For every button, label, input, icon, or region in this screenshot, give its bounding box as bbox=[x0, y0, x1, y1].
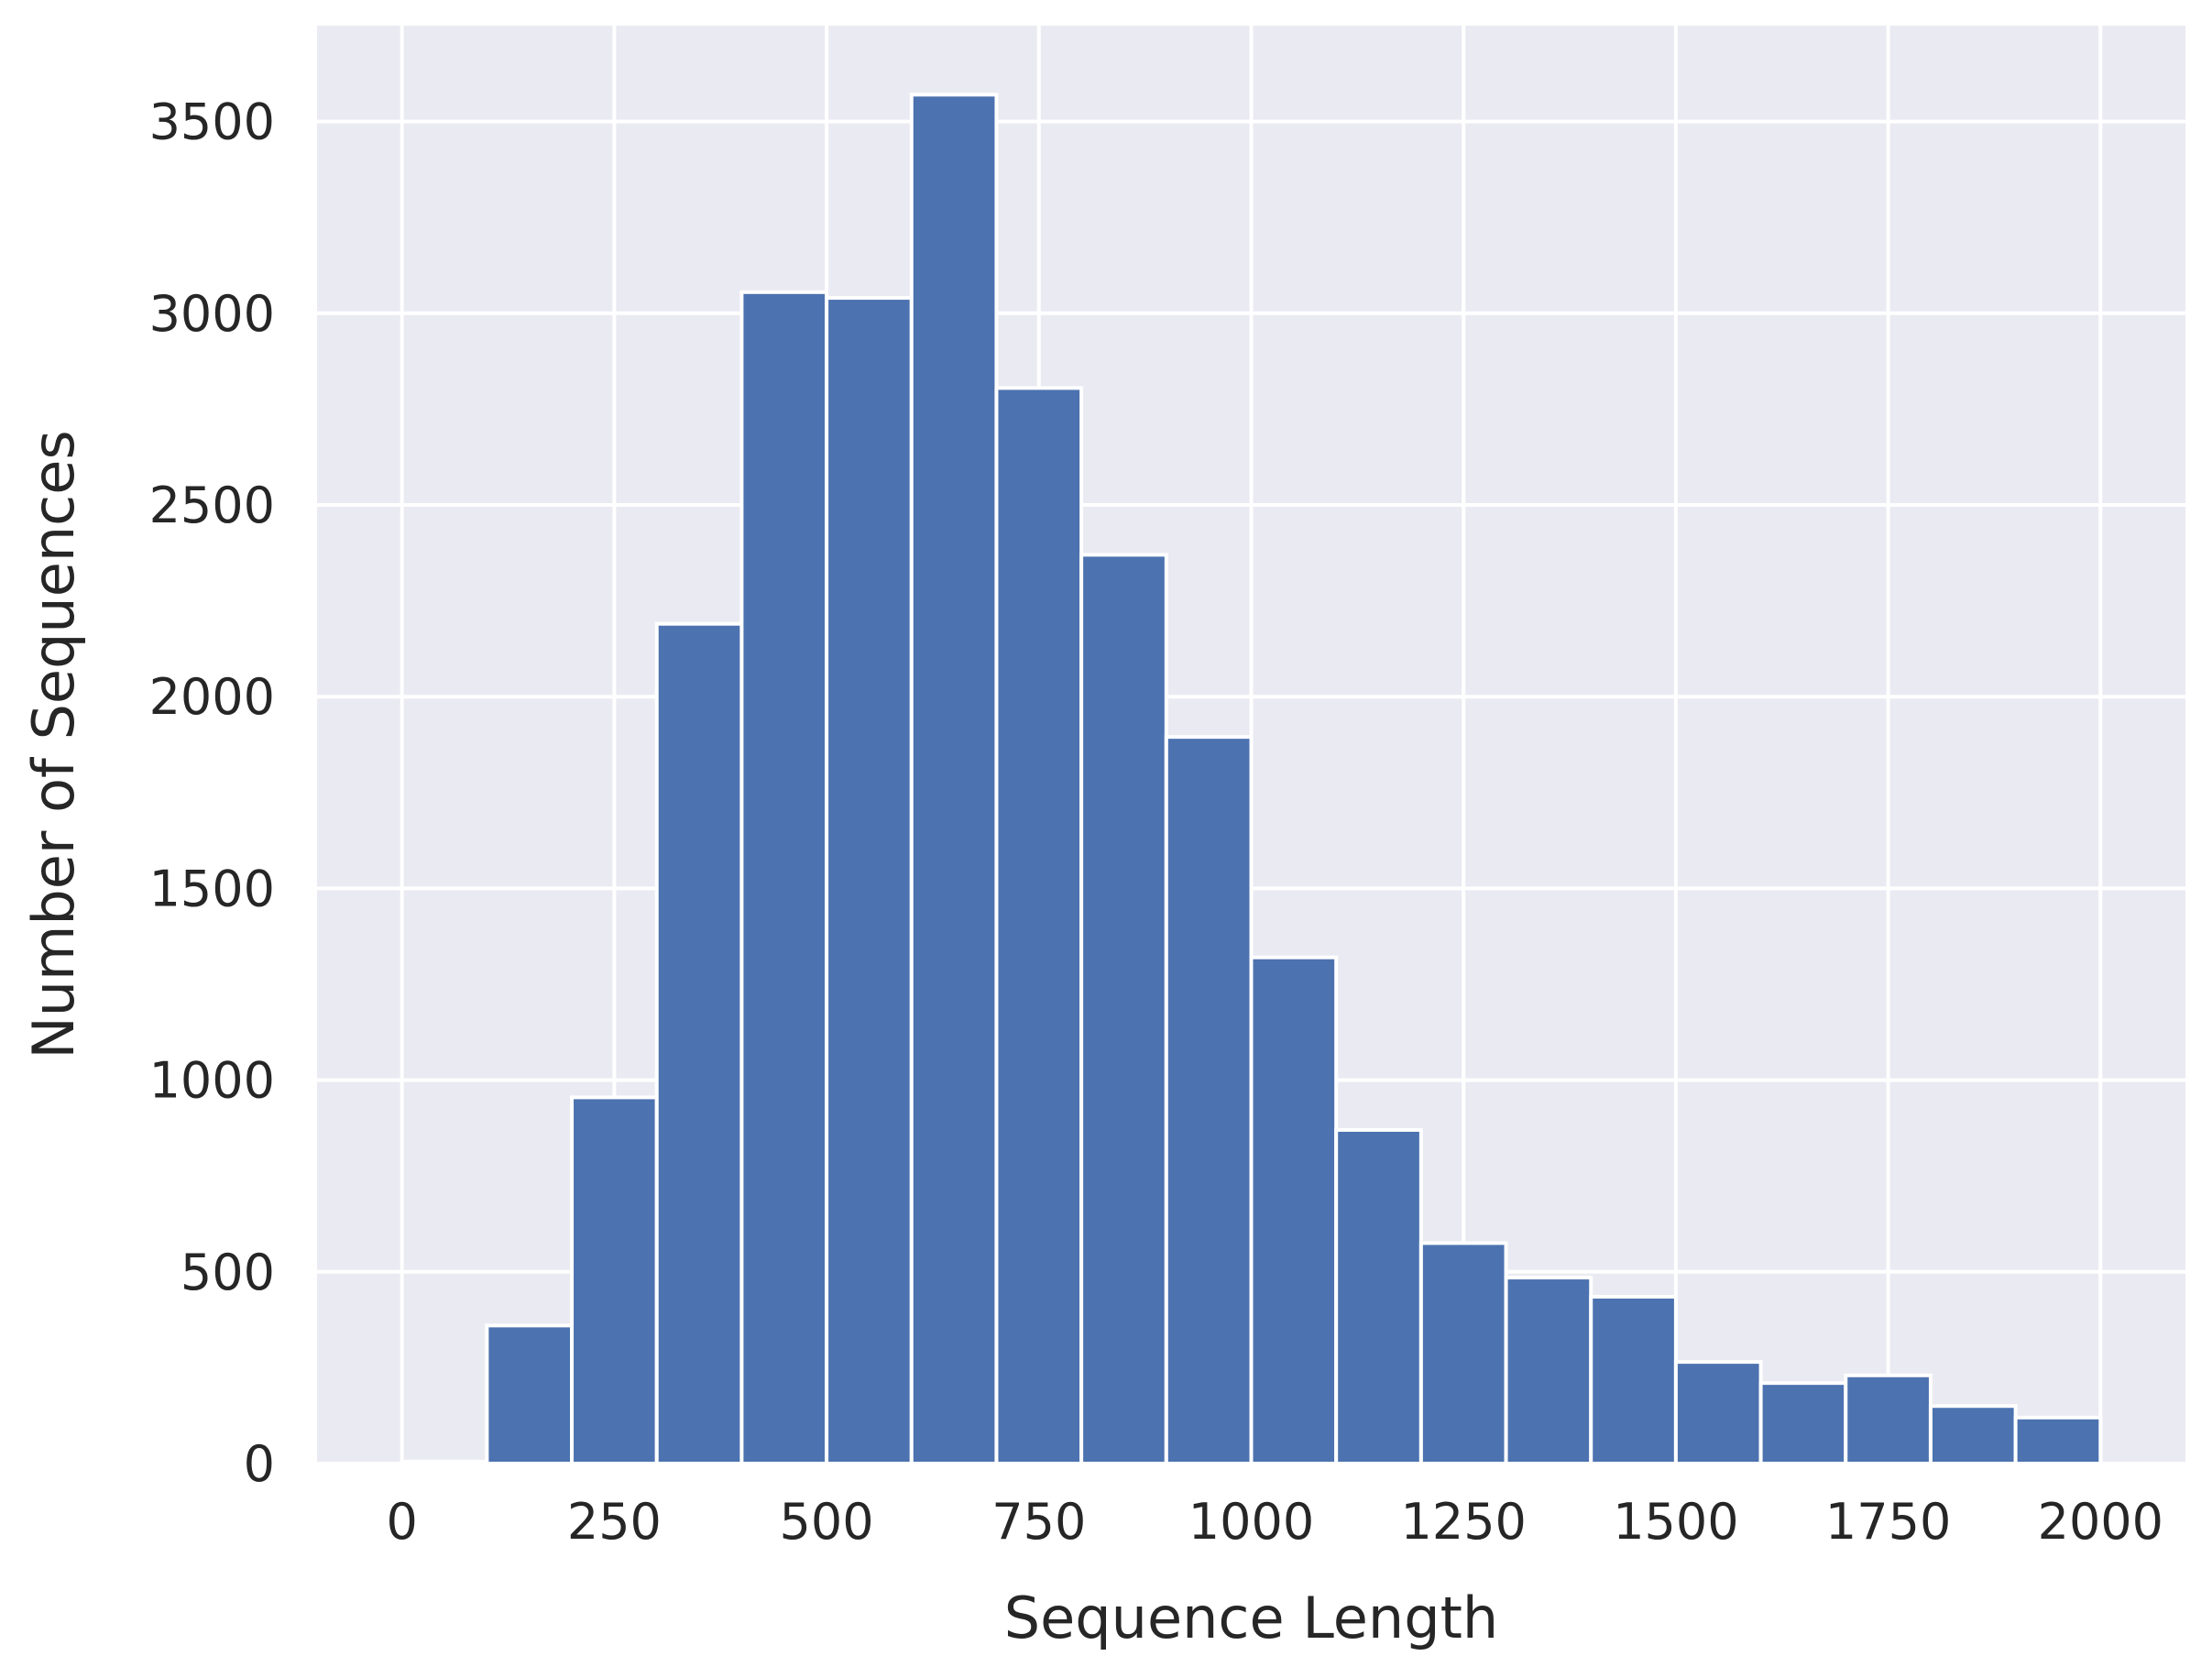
x-tick-label: 1500 bbox=[1613, 1493, 1738, 1551]
x-tick-label: 750 bbox=[991, 1493, 1086, 1551]
x-tick-label: 500 bbox=[780, 1493, 874, 1551]
y-axis-label: Number of Sequences bbox=[20, 430, 87, 1058]
histogram-bar bbox=[1418, 1241, 1508, 1466]
y-tick-label: 500 bbox=[181, 1244, 275, 1301]
histogram-bar bbox=[1758, 1381, 1848, 1465]
histogram-bar bbox=[1673, 1360, 1763, 1466]
x-tick-label: 1250 bbox=[1400, 1493, 1526, 1551]
x-tick-label: 250 bbox=[567, 1493, 662, 1551]
histogram-bar bbox=[1589, 1294, 1678, 1465]
y-tick-label: 3000 bbox=[149, 285, 275, 343]
histogram-bar bbox=[485, 1323, 575, 1465]
x-tick-label: 1000 bbox=[1188, 1493, 1314, 1551]
histogram-bar bbox=[909, 93, 999, 1465]
x-tick-label: 1750 bbox=[1825, 1493, 1951, 1551]
y-tick-label: 1500 bbox=[149, 860, 275, 917]
x-tick-label: 0 bbox=[387, 1493, 418, 1551]
y-tick-label: 3500 bbox=[149, 93, 275, 151]
y-axis-ticks: 0 500 1000 1500 2000 2500 3000 3500 bbox=[149, 93, 275, 1493]
x-axis-ticks: 0 250 500 750 1000 1250 1500 1750 2000 bbox=[387, 1493, 2164, 1551]
histogram-bar bbox=[1844, 1373, 1933, 1465]
histogram-bar bbox=[570, 1095, 659, 1465]
y-tick-label: 1000 bbox=[149, 1052, 275, 1110]
histogram-bar bbox=[1334, 1127, 1423, 1465]
x-tick-label: 2000 bbox=[2038, 1493, 2163, 1551]
histogram-bar bbox=[400, 1459, 489, 1465]
histogram-bar bbox=[1504, 1276, 1593, 1466]
histogram-bar bbox=[654, 621, 744, 1465]
histogram-bar bbox=[1079, 553, 1168, 1465]
histogram-bar bbox=[1164, 735, 1254, 1465]
histogram-bar bbox=[739, 290, 829, 1466]
histogram-bar bbox=[825, 296, 914, 1466]
y-tick-label: 0 bbox=[244, 1435, 275, 1493]
histogram-bars bbox=[400, 93, 2103, 1466]
histogram-bar bbox=[2013, 1415, 2103, 1465]
histogram-bar bbox=[994, 386, 1084, 1466]
histogram-bar bbox=[1928, 1404, 2018, 1465]
y-tick-label: 2500 bbox=[149, 477, 275, 534]
y-tick-label: 2000 bbox=[149, 668, 275, 726]
histogram-bar bbox=[1249, 955, 1339, 1466]
x-axis-label: Sequence Length bbox=[1004, 1585, 1498, 1651]
